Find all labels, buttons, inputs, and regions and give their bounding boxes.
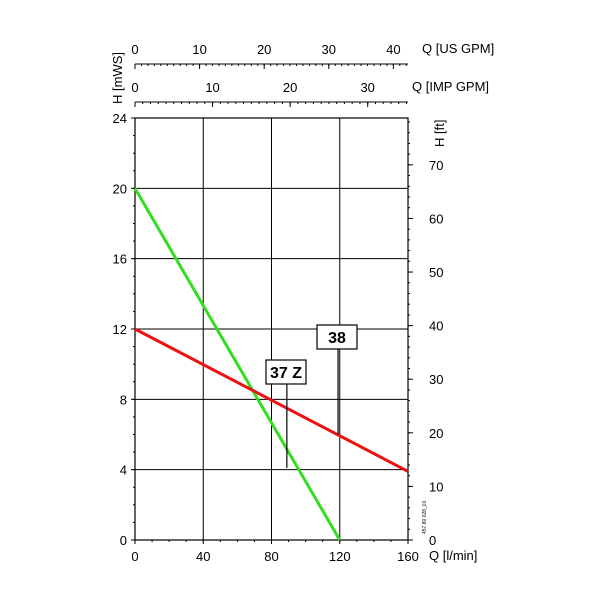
callout-label-0: 37 Z xyxy=(270,365,302,382)
usgpm-tick-label-2: 20 xyxy=(257,42,271,57)
top-axis-1-label: Q [US GPM] xyxy=(422,41,494,56)
ft-tick-label-7: 70 xyxy=(429,158,443,173)
callouts: 37 Z 38 xyxy=(265,324,358,468)
diagram-code: 457 80 028_01 xyxy=(422,500,428,534)
y-tick-label-0: 0 xyxy=(120,533,127,548)
y-tick-label-3: 12 xyxy=(113,322,127,337)
x-axis-label: Q [l/min] xyxy=(429,548,477,563)
grid xyxy=(134,117,409,541)
y-tick-label-2: 8 xyxy=(120,392,127,407)
series-line-1 xyxy=(134,327,409,473)
ft-tick-label-1: 10 xyxy=(429,479,443,494)
ft-tick-label-6: 60 xyxy=(429,211,443,226)
callout-box-1 xyxy=(316,324,358,350)
y-tick-label-5: 20 xyxy=(113,181,127,196)
y-tick-label-4: 16 xyxy=(113,252,127,267)
series xyxy=(133,187,409,541)
ft-tick-label-3: 30 xyxy=(429,372,443,387)
usgpm-tick-label-1: 10 xyxy=(192,42,206,57)
x-tick-label-4: 160 xyxy=(397,549,419,564)
x-tick-label-3: 120 xyxy=(329,549,351,564)
x-tick-label-1: 40 xyxy=(196,549,210,564)
top-axes: 0 10 20 30 40 0 10 20 30 xyxy=(131,42,408,107)
bottom-axis: 0 40 80 120 160 xyxy=(131,540,419,564)
ft-tick-label-5: 50 xyxy=(429,265,443,280)
left-axis: 0 4 8 12 16 20 24 xyxy=(113,111,135,548)
usgpm-tick-label-4: 40 xyxy=(386,42,400,57)
y-tick-label-1: 4 xyxy=(120,463,127,478)
y-left-label: H [mWS] xyxy=(110,52,125,104)
ft-tick-label-0: 0 xyxy=(429,533,436,548)
callout-box-0 xyxy=(265,359,307,385)
callout-label-1: 38 xyxy=(328,330,346,347)
usgpm-tick-label-3: 30 xyxy=(322,42,336,57)
top-axis-2-label: Q [IMP GPM] xyxy=(412,79,489,94)
usgpm-tick-label-0: 0 xyxy=(131,42,138,57)
x-tick-label-2: 80 xyxy=(264,549,278,564)
x-tick-label-0: 0 xyxy=(131,549,138,564)
y-tick-label-6: 24 xyxy=(113,111,127,126)
impgpm-tick-label-2: 20 xyxy=(283,80,297,95)
impgpm-tick-label-1: 10 xyxy=(205,80,219,95)
y-right-label: H [ft] xyxy=(432,120,447,147)
series-line-0 xyxy=(133,187,342,541)
impgpm-tick-label-0: 0 xyxy=(131,80,138,95)
right-axis: 0 10 20 30 40 50 60 70 xyxy=(408,121,443,548)
ft-tick-label-4: 40 xyxy=(429,319,443,334)
ft-tick-label-2: 20 xyxy=(429,426,443,441)
impgpm-tick-label-3: 30 xyxy=(360,80,374,95)
